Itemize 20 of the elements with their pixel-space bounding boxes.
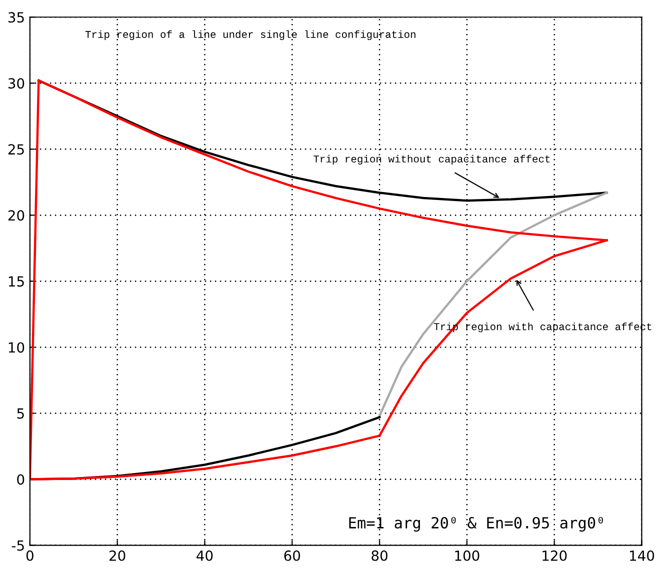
text: Trip region of a line under single line configuration	[85, 30, 416, 40]
x-tick-label: 20	[110, 550, 126, 561]
y-tick-label: 15	[8, 276, 24, 287]
y-tick-label: -5	[12, 540, 24, 551]
y-tick-label: 10	[8, 342, 24, 353]
y-tick-label: 0	[17, 474, 24, 485]
y-tick-label: 25	[8, 144, 24, 155]
annotation: Trip region without capacitance affect	[314, 154, 550, 165]
x-tick-label: 140	[630, 550, 654, 561]
x-tick-label: 40	[196, 550, 213, 561]
y-tick-label: 5	[17, 408, 24, 419]
x-tick-label: 0	[26, 550, 34, 561]
x-tick-label: 100	[455, 550, 480, 561]
x-tick-label: 120	[542, 550, 567, 561]
y-tick-label: 20	[8, 210, 24, 221]
annotation: Em=1 arg 20⁰ & En=0.95 arg0⁰	[349, 516, 603, 532]
y-tick-label: 30	[8, 78, 24, 89]
x-tick-label: 60	[284, 550, 300, 561]
x-tick-label: 80	[372, 550, 388, 561]
y-tick-label: 35	[8, 12, 24, 23]
